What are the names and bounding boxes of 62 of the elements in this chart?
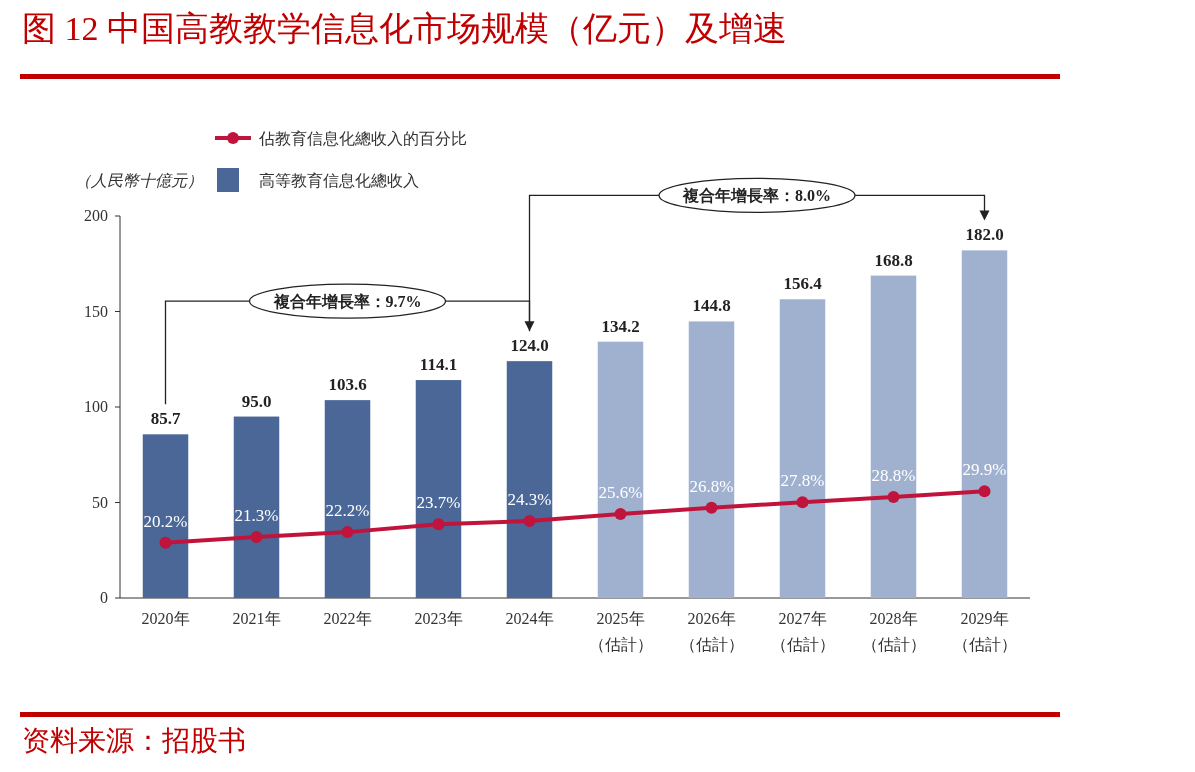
legend-label: 高等教育信息化總收入 — [259, 172, 419, 189]
text: 资料来源：招股书 — [22, 725, 246, 756]
x-tick-label: 2022年 — [323, 610, 372, 627]
point — [250, 530, 263, 543]
data-label: 168.8 — [874, 250, 913, 270]
x-tick-label: 2029年（估計） — [952, 610, 1017, 653]
y-tick-label: 200 — [84, 207, 108, 224]
data-label: 156.4 — [783, 274, 823, 294]
data-label: 134.2 — [601, 316, 640, 336]
data-label: 85.7 — [150, 409, 181, 429]
bar — [415, 380, 462, 598]
point — [705, 501, 718, 514]
y-tick-label: 0 — [100, 589, 108, 606]
x-tick-label: 2020年 — [141, 610, 190, 627]
x-tick-label: 2027年（估計） — [770, 610, 835, 653]
y-tick-label: 150 — [84, 302, 108, 320]
bar — [597, 341, 644, 598]
x-tick-label: 2021年 — [232, 610, 281, 627]
data-label: 182.0 — [965, 225, 1004, 245]
x-tick-label: 2028年（估計） — [861, 610, 926, 653]
point — [614, 508, 627, 521]
point — [887, 491, 900, 504]
data-label: 27.8% — [780, 471, 825, 491]
point — [978, 485, 991, 498]
point — [796, 496, 809, 509]
bar — [961, 250, 1008, 598]
data-label: 24.3% — [507, 489, 552, 509]
point — [432, 518, 445, 531]
data-label: 28.8% — [871, 466, 916, 486]
bar — [142, 434, 189, 598]
data-label: 22.2% — [325, 501, 370, 521]
data-label: 26.8% — [689, 476, 734, 496]
chart-title: 图 12 中国高教教学信息化市场规模（亿元）及增速 — [22, 10, 787, 47]
point — [523, 514, 536, 527]
data-label: 114.1 — [419, 355, 458, 375]
data-label: 21.3% — [234, 505, 279, 525]
text: 複合年增長率：8.0% — [682, 186, 831, 205]
y-tick-label: 100 — [84, 398, 108, 415]
point — [159, 536, 172, 549]
data-label: 29.9% — [962, 460, 1007, 480]
point — [341, 526, 354, 539]
y-axis-title: （人民幣十億元） — [75, 172, 203, 189]
data-label: 25.6% — [598, 483, 643, 503]
bar — [870, 275, 917, 598]
data-label: 20.2% — [143, 511, 188, 531]
annotation: 複合年增長率：9.7% — [272, 292, 422, 311]
bar — [779, 299, 826, 598]
data-label: 23.7% — [416, 493, 461, 513]
bar — [506, 361, 553, 598]
data-label: 124.0 — [510, 336, 549, 356]
x-tick-label: 2026年（估計） — [679, 610, 744, 653]
bar — [688, 321, 735, 598]
x-tick-label: 2023年 — [414, 610, 463, 627]
bar — [324, 400, 371, 598]
x-tick-label: 2025年（估計） — [588, 610, 653, 653]
data-label: 103.6 — [328, 375, 367, 395]
data-label: 144.8 — [692, 296, 731, 316]
legend-label: 佔教育信息化總收入的百分比 — [258, 130, 467, 147]
bar — [233, 416, 280, 598]
data-label: 95.0 — [241, 391, 272, 411]
x-tick-label: 2024年 — [505, 610, 554, 627]
y-tick-label: 50 — [92, 493, 108, 511]
